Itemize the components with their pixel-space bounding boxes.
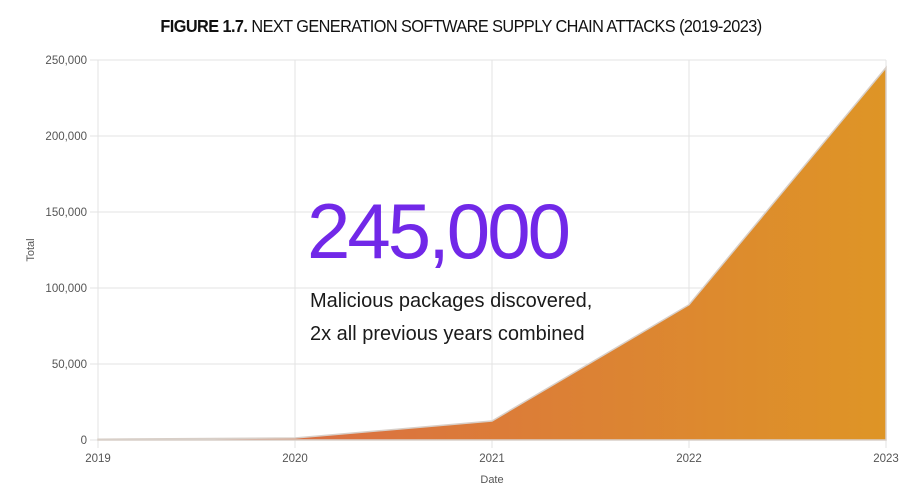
chart-title: FIGURE 1.7. NEXT GENERATION SOFTWARE SUP…: [32, 16, 889, 37]
figure-title-text: NEXT GENERATION SOFTWARE SUPPLY CHAIN AT…: [247, 16, 762, 36]
y-tick-label: 100,000: [45, 283, 87, 295]
x-tick-label: 2022: [676, 453, 702, 465]
y-axis-label: Total: [25, 238, 37, 261]
y-axis-ticks: 0 50,000 100,000 150,000 200,000 250,000: [45, 55, 87, 447]
highlight-number: 245,000: [307, 187, 571, 275]
x-tick-label: 2021: [479, 453, 505, 465]
y-tick-label: 50,000: [52, 359, 87, 371]
y-tick-label: 0: [81, 435, 87, 447]
y-tick-label: 150,000: [45, 207, 87, 219]
x-tick-label: 2019: [85, 453, 111, 465]
data-area: [97, 65, 887, 441]
x-axis-ticks: 2019 2020 2021 2022 2023: [85, 453, 899, 465]
x-tick-label: 2023: [873, 453, 899, 465]
annotation-caption: Malicious packages discovered, 2x all pr…: [310, 290, 593, 345]
x-tick-label: 2020: [282, 453, 308, 465]
y-tick-label: 200,000: [45, 131, 87, 143]
x-axis-label: Date: [480, 474, 503, 486]
y-tick-label: 250,000: [45, 55, 87, 67]
figure-label: FIGURE 1.7.: [160, 16, 248, 36]
